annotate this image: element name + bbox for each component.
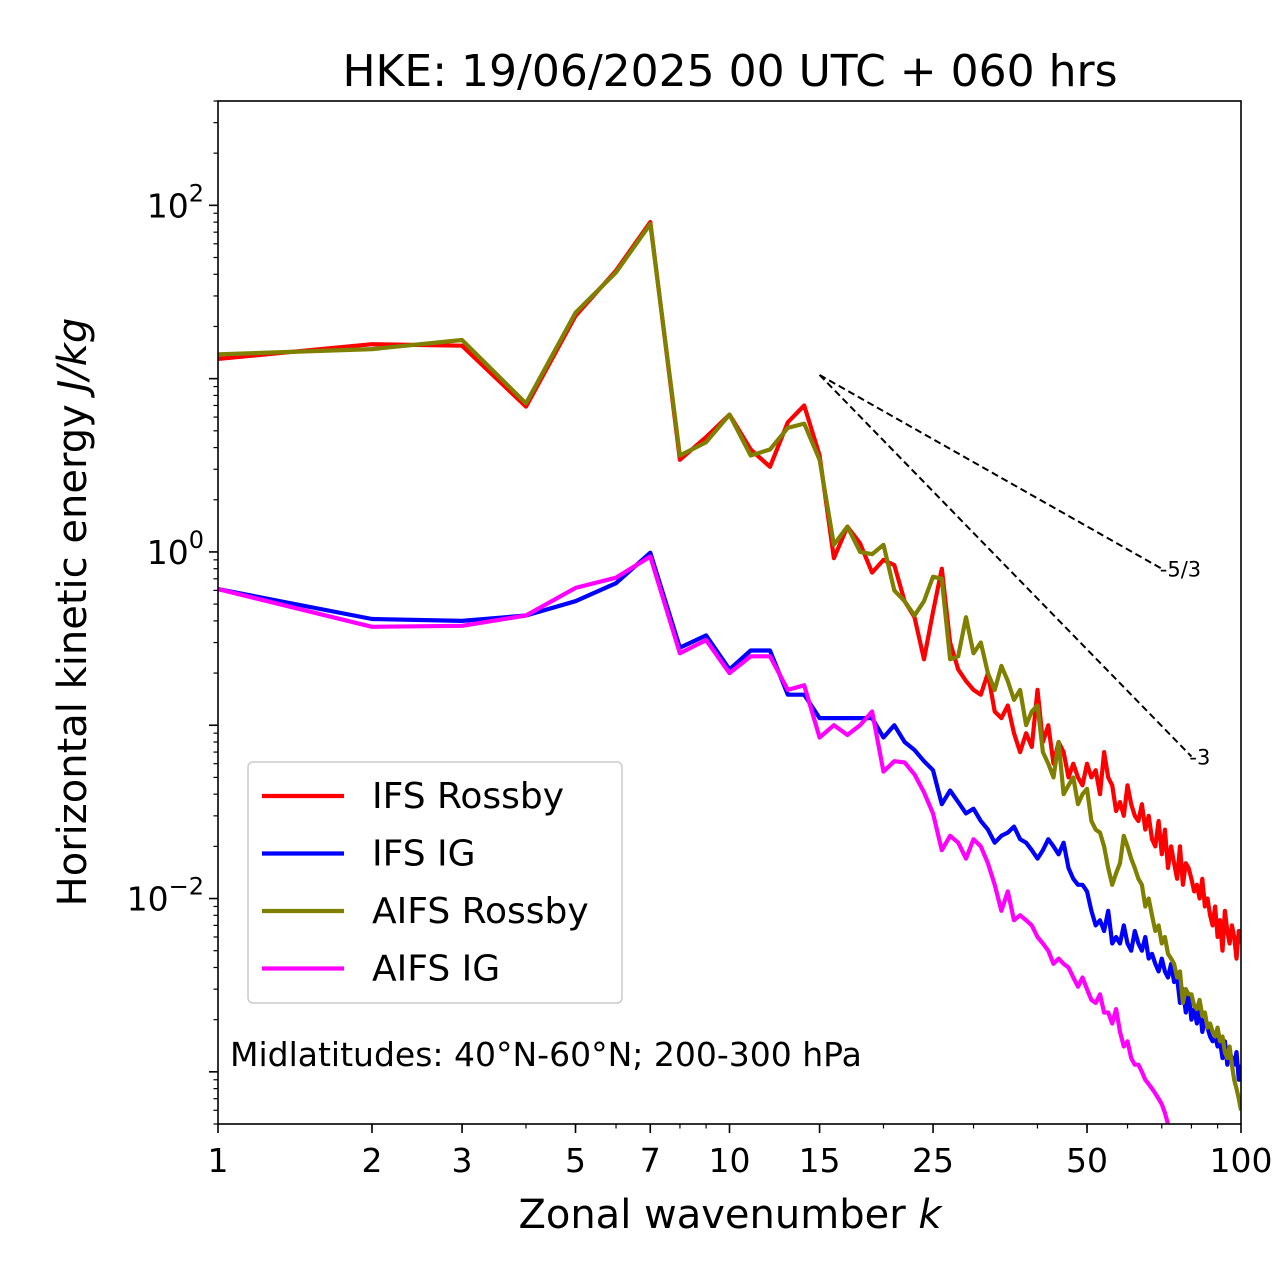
reference-slope-labels: -5/3 -3 xyxy=(1160,558,1211,770)
series-lines xyxy=(218,220,1241,1124)
legend-label: IFS Rossby xyxy=(372,776,564,817)
major-ticks xyxy=(209,204,1242,1133)
region-annotation: Midlatitudes: 40°N-60°N; 200-300 hPa xyxy=(230,1035,862,1074)
series-line xyxy=(218,221,1241,1111)
x-tick-label: 7 xyxy=(640,1141,661,1180)
legend-label: IFS IG xyxy=(372,834,476,875)
x-tick-label: 25 xyxy=(912,1141,954,1180)
x-tick-label: 2 xyxy=(361,1141,382,1180)
x-tick-label: 5 xyxy=(565,1141,586,1180)
x-tick-label: 10 xyxy=(709,1141,751,1180)
series-line xyxy=(218,554,1171,1124)
plot-frame xyxy=(217,100,1242,1125)
legend-label: AIFS Rossby xyxy=(372,891,589,932)
y-axis-label: Horizontal kinetic energy J/kg xyxy=(50,318,96,907)
y-tick-label: 100 xyxy=(147,526,204,572)
reference-slope-lines xyxy=(818,374,1193,758)
reference-line xyxy=(818,374,1193,758)
y-tick-labels: 102 100 10−2 xyxy=(127,179,204,918)
legend: IFS Rossby IFS IG AIFS Rossby AIFS IG xyxy=(247,761,623,1004)
reference-line-label: -3 xyxy=(1189,746,1210,770)
x-axis-label: Zonal wavenumber k xyxy=(518,1192,943,1238)
series-line xyxy=(218,550,1241,1082)
x-tick-label: 3 xyxy=(452,1141,473,1180)
x-tick-label: 1 xyxy=(208,1141,229,1180)
y-tick-label: 10−2 xyxy=(127,873,204,919)
x-tick-label: 15 xyxy=(799,1141,841,1180)
y-tick-label: 102 xyxy=(147,179,204,225)
reference-line xyxy=(819,374,1163,570)
x-tick-label: 50 xyxy=(1066,1141,1108,1180)
x-tick-label: 100 xyxy=(1210,1141,1273,1180)
reference-line-label: -5/3 xyxy=(1160,558,1201,582)
x-tick-labels: 1 2 3 5 7 10 15 25 50 100 xyxy=(208,1141,1273,1180)
legend-frame xyxy=(247,761,623,1004)
chart-title: HKE: 19/06/2025 00 UTC + 060 hrs xyxy=(342,46,1117,97)
legend-label: AIFS IG xyxy=(372,949,500,990)
